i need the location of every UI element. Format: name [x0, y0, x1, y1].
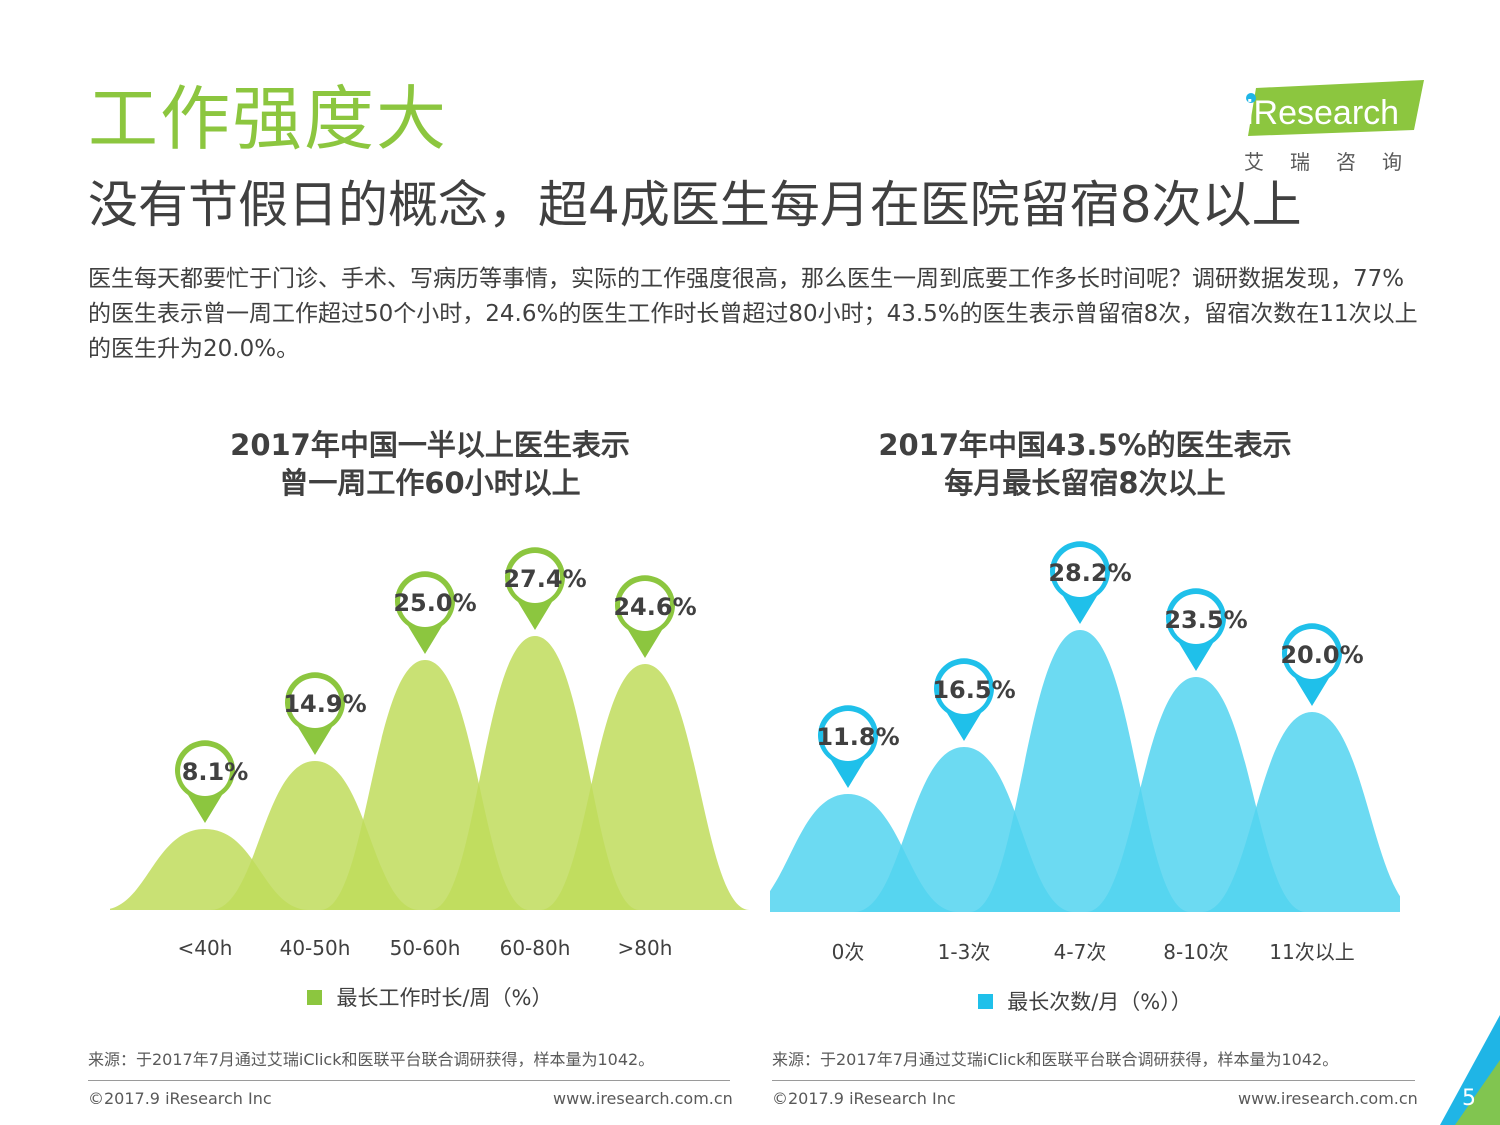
pin-center-3: [510, 553, 560, 603]
category-label-1: 40-50h: [280, 936, 351, 960]
legend-swatch-blue: [978, 994, 994, 1009]
data-label-2: 25.0%: [393, 589, 476, 617]
category-label-4: 11次以上: [1269, 940, 1354, 964]
copyright-right: ©2017.9 iResearch Inc: [772, 1089, 956, 1108]
chart-left-title-line1: 2017年中国一半以上医生表示: [230, 428, 630, 462]
data-label-1: 14.9%: [283, 690, 366, 718]
footer-divider-left: [88, 1080, 730, 1081]
pin-center-4: [620, 581, 670, 631]
data-label-0: 8.1%: [182, 758, 249, 786]
data-label-3: 23.5%: [1164, 606, 1247, 634]
pin-center-3: [1171, 594, 1221, 644]
legend-swatch-green: [307, 990, 323, 1005]
category-label-0: <40h: [178, 936, 233, 960]
website-link-left[interactable]: www.iresearch.com.cn: [553, 1089, 733, 1108]
area-peak-4: [1201, 712, 1400, 912]
pin-center-0: [180, 746, 230, 796]
page-title: 工作强度大: [88, 78, 448, 160]
data-label-4: 24.6%: [613, 593, 696, 621]
pin-center-1: [290, 678, 340, 728]
category-label-4: >80h: [618, 936, 673, 960]
page-number: 5: [1462, 1086, 1476, 1111]
page-subtitle: 没有节假日的概念，超4成医生每月在医院留宿8次以上: [88, 176, 1302, 234]
logo-brand-text: iResearch: [1246, 94, 1399, 132]
logo-brand-cn: 艾瑞咨询: [1244, 150, 1428, 174]
chart-left-plot: 8.1% <40h 14.9% 40-50h 25.0% 50-60h 27.4% 60-80…: [110, 547, 750, 960]
source-note-right: 来源：于2017年7月通过艾瑞iClick和医联平台联合调研获得，样本量为104…: [772, 1050, 1339, 1069]
website-link-right[interactable]: www.iresearch.com.cn: [1238, 1089, 1418, 1108]
pin-center-0: [823, 711, 873, 761]
copyright-left: ©2017.9 iResearch Inc: [88, 1089, 272, 1108]
pin-center-2: [1055, 547, 1105, 597]
category-label-3: 60-80h: [500, 936, 571, 960]
footer-divider-right: [772, 1080, 1415, 1081]
area-peak-4: [540, 664, 750, 910]
chart-right-legend: 最长次数/月（%））: [770, 986, 1400, 1016]
iresearch-logo: iResearch: [1246, 80, 1424, 136]
chart-left-title-line2: 曾一周工作60小时以上: [279, 466, 581, 500]
chart-right-title-line2: 每月最长留宿8次以上: [944, 466, 1226, 500]
chart-left-legend-label: 最长工作时长/周（%）: [336, 986, 553, 1010]
chart-monthly-overnight-stays: 2017年中国43.5%的医生表示 每月最长留宿8次以上 11.8% 0次 16.5…: [770, 420, 1400, 1020]
body-paragraph: 医生每天都要忙于门诊、手术、写病历等事情，实际的工作强度很高，那么医生一周到底要…: [88, 266, 1418, 362]
chart-right-legend-label: 最长次数/月（%））: [1007, 990, 1192, 1014]
category-label-3: 8-10次: [1163, 940, 1228, 964]
category-label-0: 0次: [832, 940, 865, 964]
data-label-3: 27.4%: [503, 565, 586, 593]
pin-center-1: [939, 664, 989, 714]
data-label-2: 28.2%: [1048, 559, 1131, 587]
chart-weekly-work-hours: 2017年中国一半以上医生表示 曾一周工作60小时以上 8.1% <40h 14.9…: [110, 420, 750, 1020]
category-label-2: 50-60h: [390, 936, 461, 960]
chart-right-title-line1: 2017年中国43.5%的医生表示: [878, 428, 1292, 462]
pin-center-4: [1287, 629, 1337, 679]
data-label-0: 11.8%: [816, 723, 899, 751]
data-label-1: 16.5%: [932, 676, 1015, 704]
data-label-4: 20.0%: [1280, 641, 1363, 669]
category-label-1: 1-3次: [938, 940, 991, 964]
corner-decoration: [1440, 1015, 1500, 1125]
category-label-2: 4-7次: [1054, 940, 1107, 964]
chart-right-plot: 11.8% 0次 16.5% 1-3次 28.2% 4-7次 23.5% 8-10次 20.0%…: [770, 541, 1400, 964]
pin-center-2: [400, 577, 450, 627]
chart-left-legend: 最长工作时长/周（%）: [110, 982, 750, 1012]
source-note-left: 来源：于2017年7月通过艾瑞iClick和医联平台联合调研获得，样本量为104…: [88, 1050, 655, 1069]
